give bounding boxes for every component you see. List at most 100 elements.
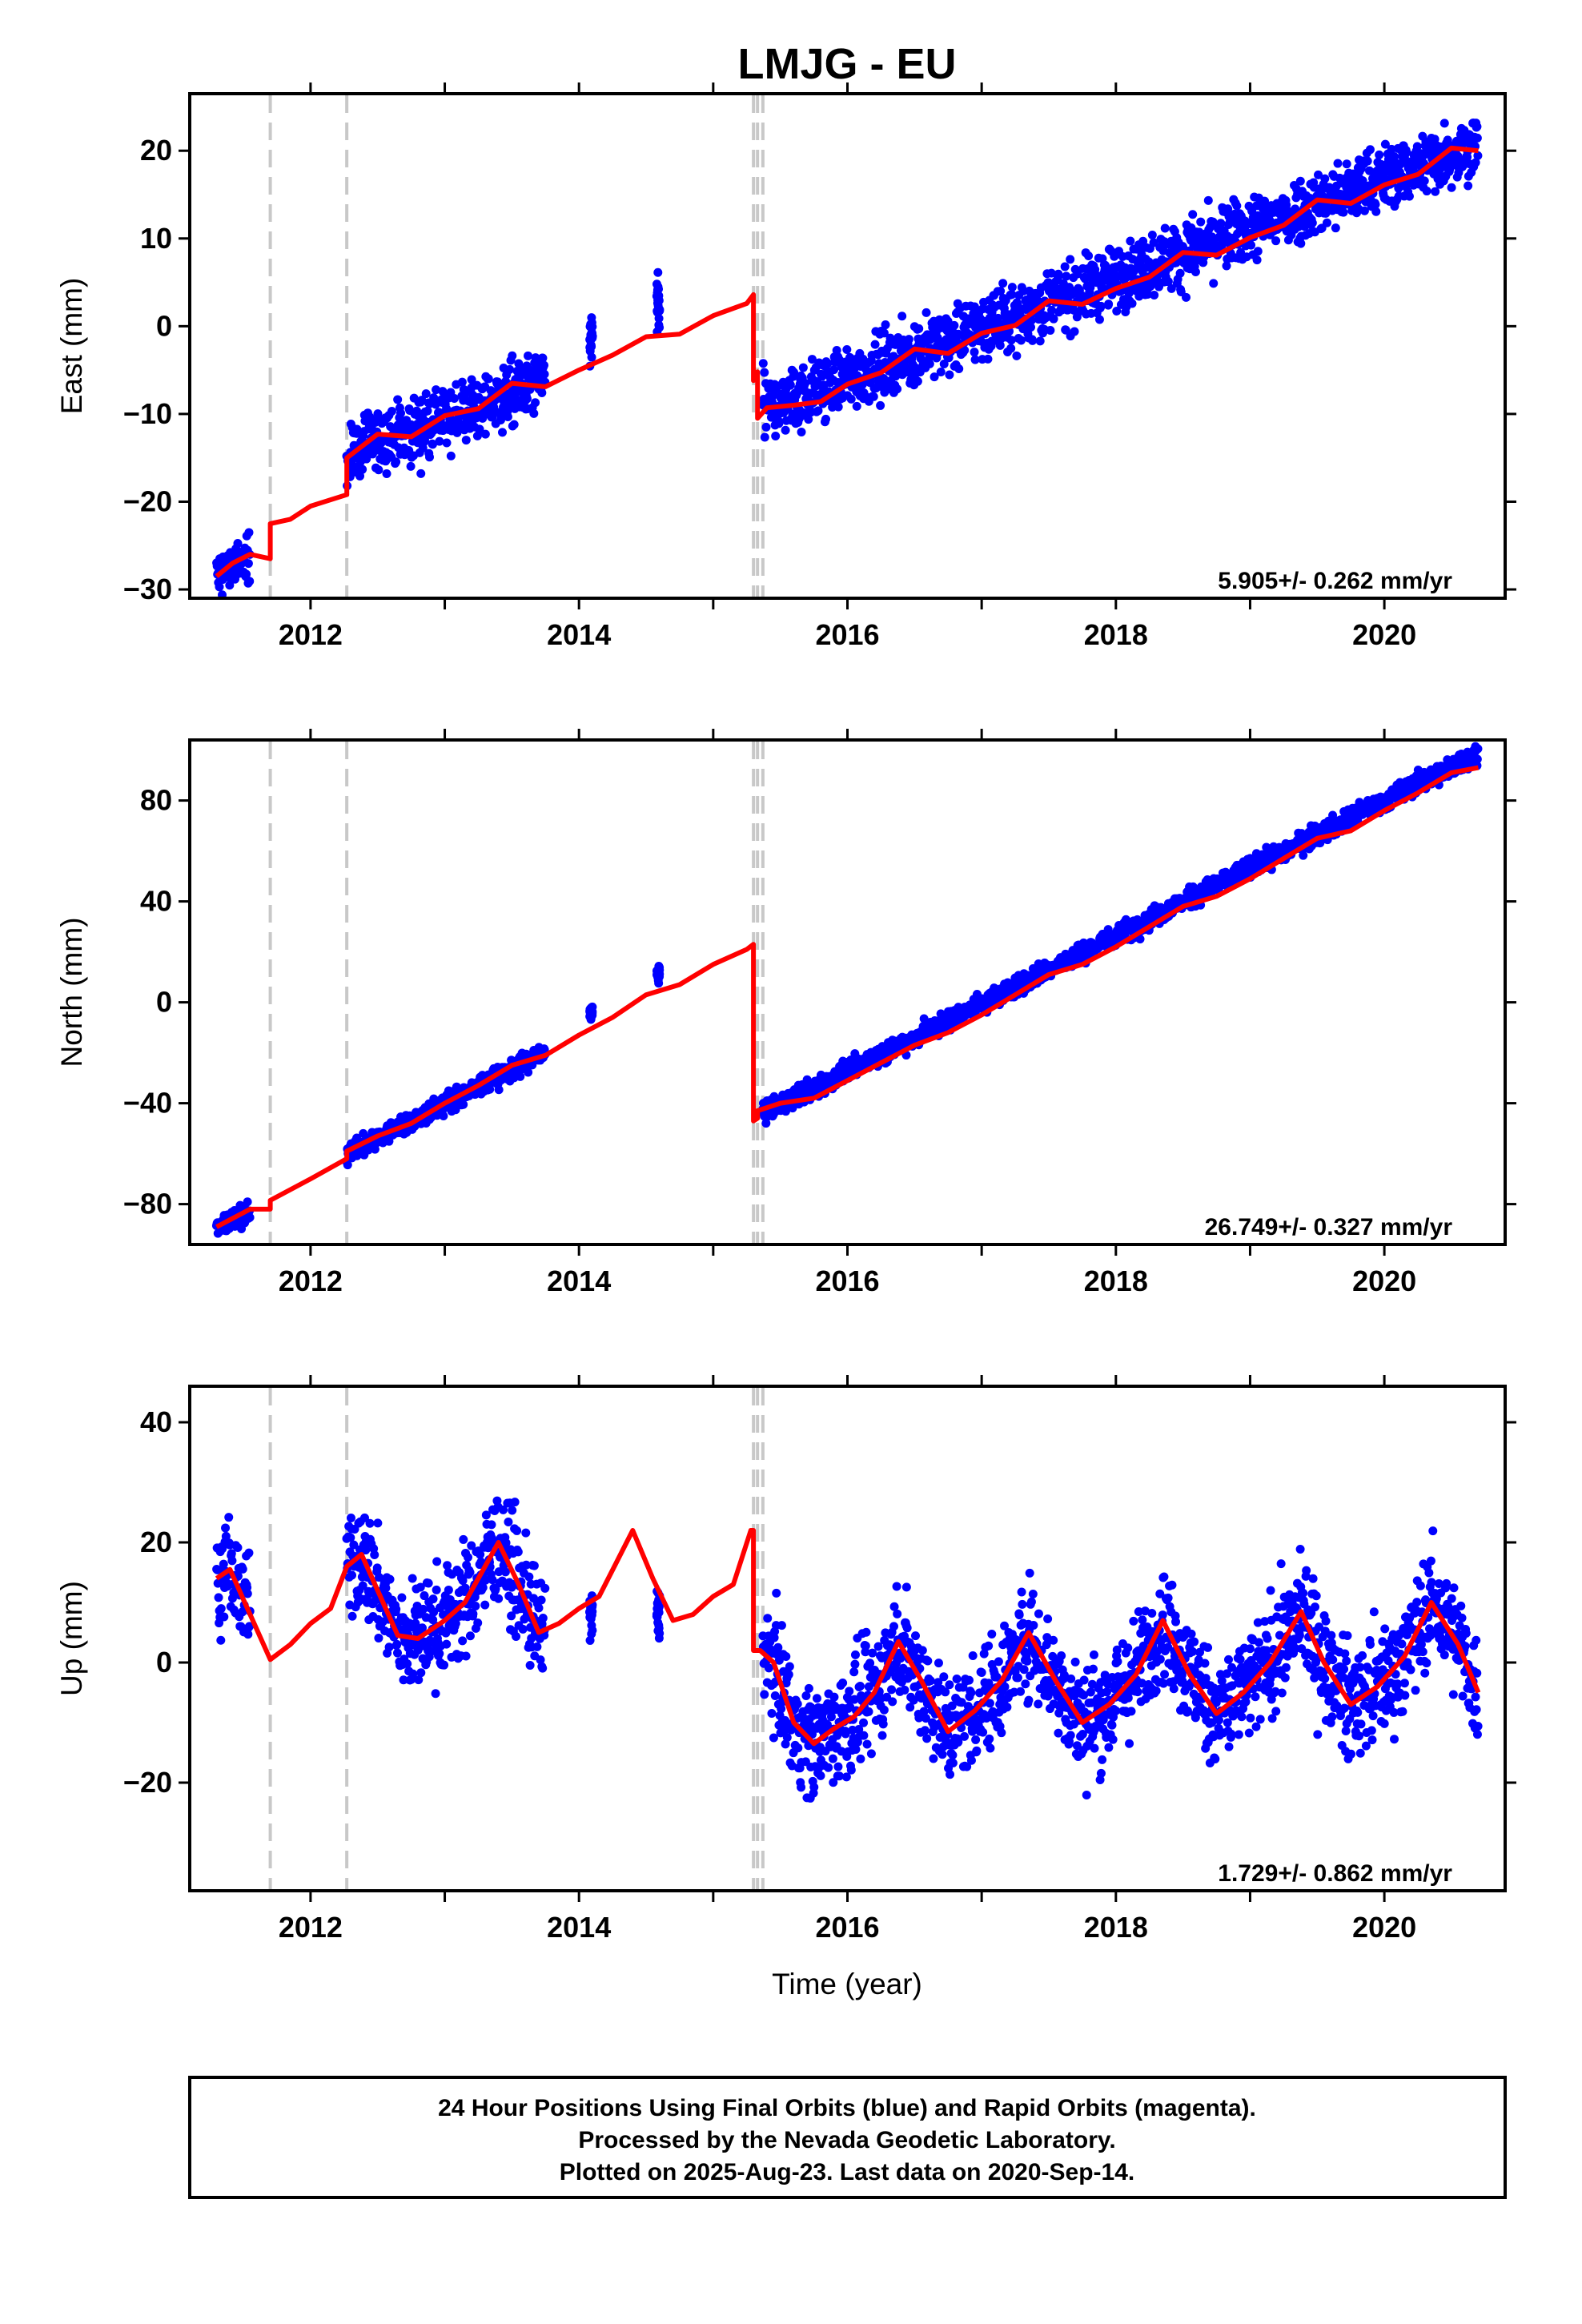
data-point — [1006, 344, 1016, 353]
data-point — [420, 1591, 429, 1601]
data-point — [654, 314, 664, 324]
data-point — [529, 1561, 539, 1570]
data-point — [498, 428, 508, 437]
data-point — [375, 1573, 384, 1582]
data-point — [1084, 251, 1094, 261]
data-point — [243, 1197, 252, 1207]
data-point — [361, 1546, 371, 1555]
data-point — [1322, 218, 1331, 227]
data-point — [1049, 314, 1058, 324]
data-point — [478, 1583, 488, 1593]
data-point — [416, 1668, 426, 1678]
data-point — [460, 1583, 470, 1593]
data-point — [849, 1667, 859, 1677]
data-point — [1163, 277, 1173, 287]
data-point — [1007, 283, 1017, 292]
data-point — [423, 406, 432, 416]
data-point — [1216, 219, 1226, 228]
data-point — [1232, 201, 1242, 211]
data-point — [494, 1085, 504, 1095]
y-axis-label: North (mm) — [55, 917, 88, 1067]
x-tick-label: 2012 — [279, 618, 343, 651]
rate-label: 26.749+/- 0.327 mm/yr — [1205, 1214, 1453, 1240]
data-point — [358, 1581, 367, 1590]
data-point — [365, 1518, 375, 1528]
data-point — [588, 1626, 597, 1635]
data-point — [244, 1548, 254, 1558]
x-tick-label: 2018 — [1084, 618, 1148, 651]
data-point — [1054, 269, 1063, 279]
data-point — [1066, 255, 1075, 264]
data-point — [525, 1661, 535, 1671]
data-point — [458, 1636, 468, 1646]
data-point — [428, 1594, 438, 1604]
data-point — [432, 385, 441, 395]
model-line — [215, 765, 1480, 1229]
data-point — [1112, 306, 1122, 316]
data-point — [587, 342, 596, 352]
y-tick-label: −80 — [123, 1188, 172, 1220]
data-point — [995, 340, 1005, 350]
data-point — [215, 582, 224, 592]
data-point — [1209, 279, 1219, 288]
data-point — [459, 1534, 468, 1544]
data-point — [243, 559, 253, 569]
data-point — [540, 360, 549, 370]
data-point — [1012, 351, 1022, 360]
y-tick-label: −30 — [123, 573, 172, 605]
data-point — [588, 1606, 597, 1616]
data-point — [238, 1607, 247, 1617]
data-point — [521, 1560, 531, 1570]
data-point — [233, 538, 243, 548]
data-point — [224, 1513, 234, 1522]
data-point — [852, 401, 861, 411]
y-tick-label: 10 — [140, 222, 172, 255]
offset-lines — [268, 95, 765, 597]
data-point — [1271, 236, 1281, 246]
data-point — [870, 340, 880, 349]
x-tick-label: 2012 — [279, 1265, 343, 1297]
data-point — [244, 1622, 254, 1631]
data-point — [393, 395, 403, 404]
data-point — [1062, 271, 1071, 281]
data-point — [1007, 290, 1017, 300]
y-tick-label: 40 — [140, 885, 172, 918]
data-point — [509, 420, 519, 429]
data-point — [216, 1604, 226, 1614]
data-point — [1320, 174, 1330, 183]
x-tick-label: 2014 — [547, 1265, 611, 1297]
data-point — [387, 407, 396, 416]
data-point — [807, 355, 817, 364]
data-point — [461, 436, 471, 445]
data-point — [781, 425, 790, 435]
data-point — [1096, 301, 1106, 311]
data-point — [767, 1708, 777, 1718]
data-point — [653, 267, 663, 277]
data-point — [816, 1771, 825, 1780]
data-point — [784, 1670, 793, 1679]
data-point — [785, 380, 795, 390]
data-point — [1402, 147, 1411, 157]
data-point — [772, 1588, 781, 1598]
data-point — [1333, 159, 1343, 168]
data-point — [416, 468, 426, 478]
data-point — [817, 372, 827, 381]
data-point — [904, 335, 913, 344]
x-tick-label: 2018 — [1084, 1265, 1148, 1297]
data-point — [812, 1694, 821, 1703]
y-tick-label: 0 — [156, 986, 172, 1019]
data-point — [859, 1731, 869, 1740]
data-point — [777, 1621, 786, 1630]
data-point — [781, 1651, 791, 1661]
data-point — [1471, 158, 1480, 167]
data-point — [829, 1692, 839, 1702]
data-point — [1253, 247, 1263, 256]
data-point — [467, 1541, 476, 1550]
data-point — [227, 1556, 237, 1566]
data-point — [655, 969, 665, 979]
data-point — [512, 1526, 522, 1535]
data-point — [522, 394, 532, 404]
